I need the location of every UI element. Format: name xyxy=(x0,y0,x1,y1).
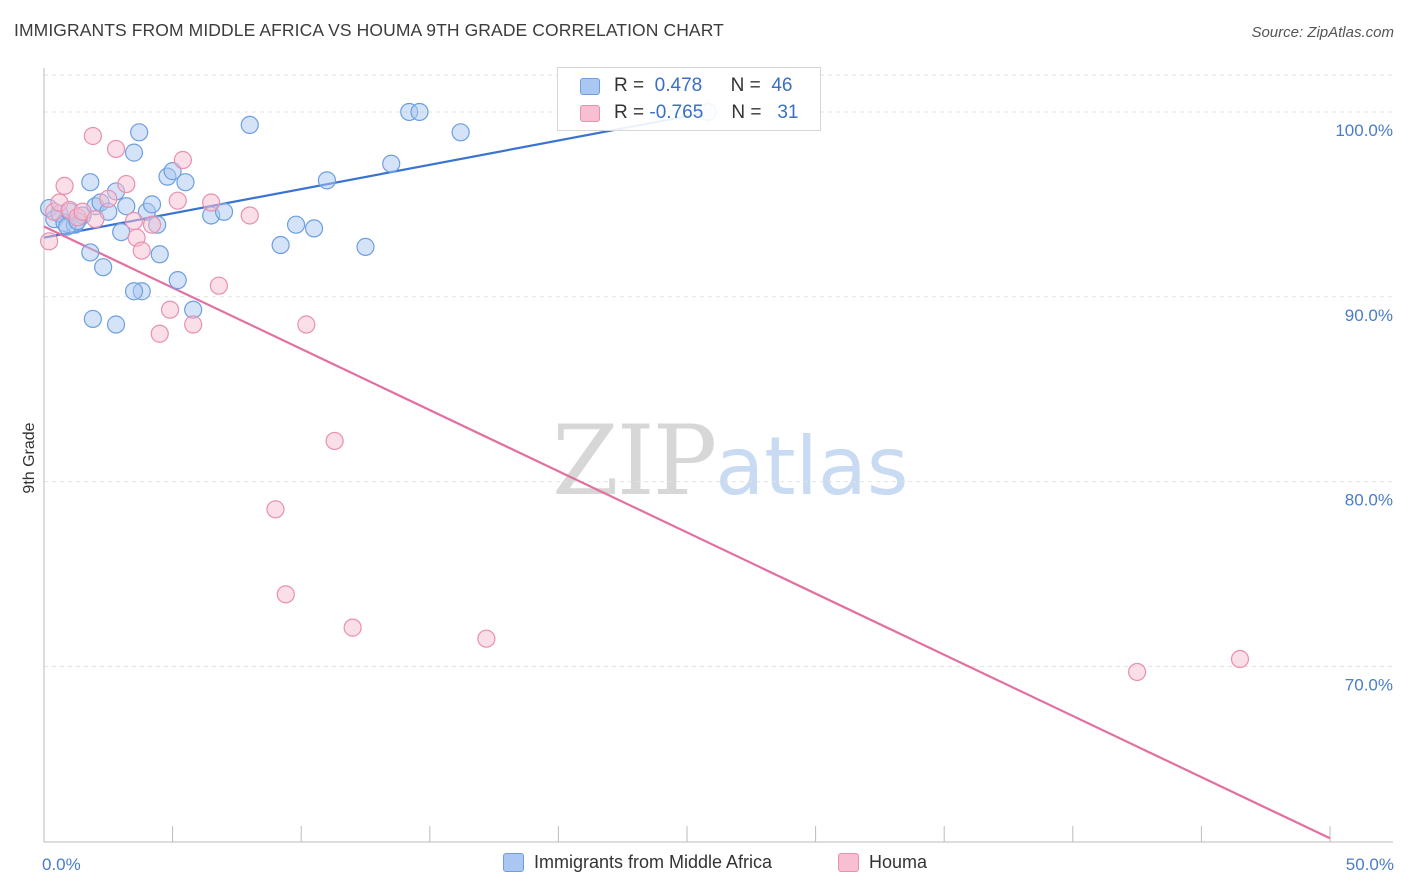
point-middle-africa xyxy=(124,143,144,162)
point-middle-africa xyxy=(168,271,187,290)
point-houma xyxy=(343,618,362,637)
series-swatch-pink xyxy=(838,853,859,872)
point-middle-africa xyxy=(304,219,324,238)
series-legend-label: Houma xyxy=(869,852,928,872)
point-middle-africa xyxy=(142,195,162,214)
point-houma xyxy=(209,276,228,295)
trend-lines xyxy=(43,112,1331,840)
point-houma xyxy=(106,139,126,159)
point-middle-africa xyxy=(286,215,306,234)
series-legend: Immigrants from Middle Africa Houma xyxy=(0,852,1406,878)
point-middle-africa xyxy=(117,197,136,216)
point-houma xyxy=(173,150,192,170)
point-middle-africa xyxy=(451,123,470,142)
point-houma xyxy=(297,315,316,334)
point-middle-africa xyxy=(240,115,259,135)
watermark-zip: ZIP xyxy=(552,405,717,517)
point-houma xyxy=(142,215,162,234)
data-points xyxy=(40,102,1250,682)
legend-row-pink: R = -0.765 N = 31 xyxy=(580,101,798,125)
point-middle-africa xyxy=(106,315,126,334)
series-swatch-blue xyxy=(503,853,524,872)
legend-n-label: N = xyxy=(730,75,761,96)
point-middle-africa xyxy=(163,162,182,181)
point-middle-africa xyxy=(81,243,100,262)
correlation-legend: R = 0.478 N = 46 R = -0.765 N = 31 xyxy=(557,67,821,131)
legend-r-label: R = xyxy=(614,75,645,96)
point-houma xyxy=(86,210,105,229)
watermark-atlas: atlas xyxy=(715,420,909,513)
point-houma xyxy=(477,629,496,648)
point-middle-africa xyxy=(382,154,401,173)
point-middle-africa xyxy=(124,282,144,301)
point-houma xyxy=(240,206,259,225)
legend-r-label: R = xyxy=(614,102,645,123)
legend-n-value-pink: 31 xyxy=(777,102,799,123)
point-houma xyxy=(1127,662,1147,682)
y-tick-label: 100.0% xyxy=(1335,121,1393,140)
point-houma xyxy=(1230,649,1250,669)
point-middle-africa xyxy=(176,173,195,192)
point-houma xyxy=(202,193,221,212)
point-houma xyxy=(117,174,136,194)
axes xyxy=(43,68,1393,843)
legend-swatch-pink xyxy=(580,104,600,122)
point-houma xyxy=(168,191,187,210)
point-middle-africa xyxy=(94,258,113,277)
point-houma xyxy=(55,176,74,195)
axis-labels: 70.0% 80.0% 90.0% 100.0% 0.0% 50.0% 9th Grade xyxy=(21,121,1394,874)
source-label: Source: ZipAtlas.com xyxy=(1251,24,1394,41)
point-houma xyxy=(132,241,151,260)
watermark: ZIPatlas xyxy=(552,405,909,517)
point-houma xyxy=(150,324,169,343)
chart-title: IMMIGRANTS FROM MIDDLE AFRICA VS HOUMA 9… xyxy=(14,20,724,40)
point-houma xyxy=(325,431,344,451)
point-middle-africa xyxy=(150,245,169,264)
point-middle-africa xyxy=(271,235,290,255)
y-axis-label: 9th Grade xyxy=(21,422,38,493)
series-legend-label: Immigrants from Middle Africa xyxy=(534,852,773,872)
legend-n-label: N = xyxy=(731,102,762,123)
point-houma xyxy=(99,189,118,208)
legend-n-value-blue: 46 xyxy=(771,75,793,96)
trend-line-houma xyxy=(43,225,1331,840)
legend-row-blue: R = 0.478 N = 46 xyxy=(580,74,792,98)
point-middle-africa xyxy=(356,237,375,256)
point-houma xyxy=(266,500,285,519)
point-middle-africa xyxy=(81,173,100,192)
x-tick-label: 50.0% xyxy=(1346,855,1394,874)
point-middle-africa xyxy=(410,102,429,122)
point-houma xyxy=(276,585,295,604)
point-houma xyxy=(40,232,59,251)
y-tick-label: 90.0% xyxy=(1345,306,1393,325)
point-houma xyxy=(83,126,102,146)
series-legend-item-houma: Houma xyxy=(838,852,927,873)
legend-r-value-blue: 0.478 xyxy=(654,75,703,96)
point-middle-africa xyxy=(130,123,149,142)
y-tick-label: 80.0% xyxy=(1345,491,1393,510)
y-tick-label: 70.0% xyxy=(1345,675,1393,694)
point-middle-africa xyxy=(83,309,102,329)
point-houma xyxy=(184,315,203,334)
series-legend-item-middle-africa: Immigrants from Middle Africa xyxy=(503,852,772,873)
grid-lines xyxy=(44,74,1393,667)
x-tick-label: 0.0% xyxy=(42,855,81,874)
legend-swatch-blue xyxy=(580,77,600,95)
legend-r-value-pink: -0.765 xyxy=(649,102,704,123)
point-houma xyxy=(124,211,144,231)
point-middle-africa xyxy=(317,171,337,190)
point-middle-africa xyxy=(214,202,234,221)
point-houma xyxy=(160,300,180,319)
